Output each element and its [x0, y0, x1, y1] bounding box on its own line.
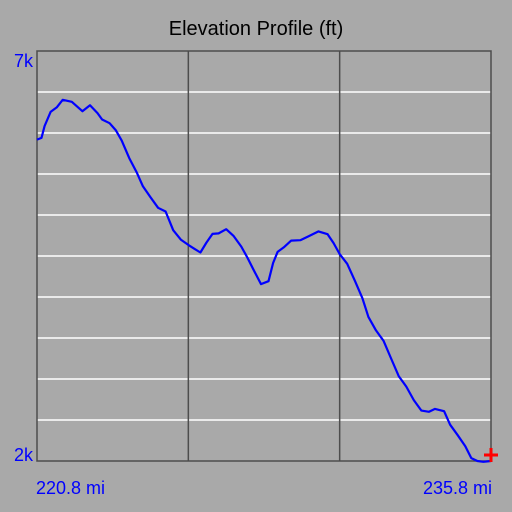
elevation-series-line [36, 98, 492, 463]
y-tick-label-max: 7k [14, 51, 34, 71]
vertical-gridlines [187, 51, 341, 461]
x-tick-label-max: 235.8 mi [423, 478, 492, 498]
plot-border [36, 50, 492, 462]
x-tick-label-min: 220.8 mi [36, 478, 105, 498]
horizontal-gridlines [37, 91, 491, 421]
red-plus-marker-icon [484, 448, 498, 462]
chart-title: Elevation Profile (ft) [169, 18, 344, 40]
y-tick-label-min: 2k [14, 445, 34, 465]
